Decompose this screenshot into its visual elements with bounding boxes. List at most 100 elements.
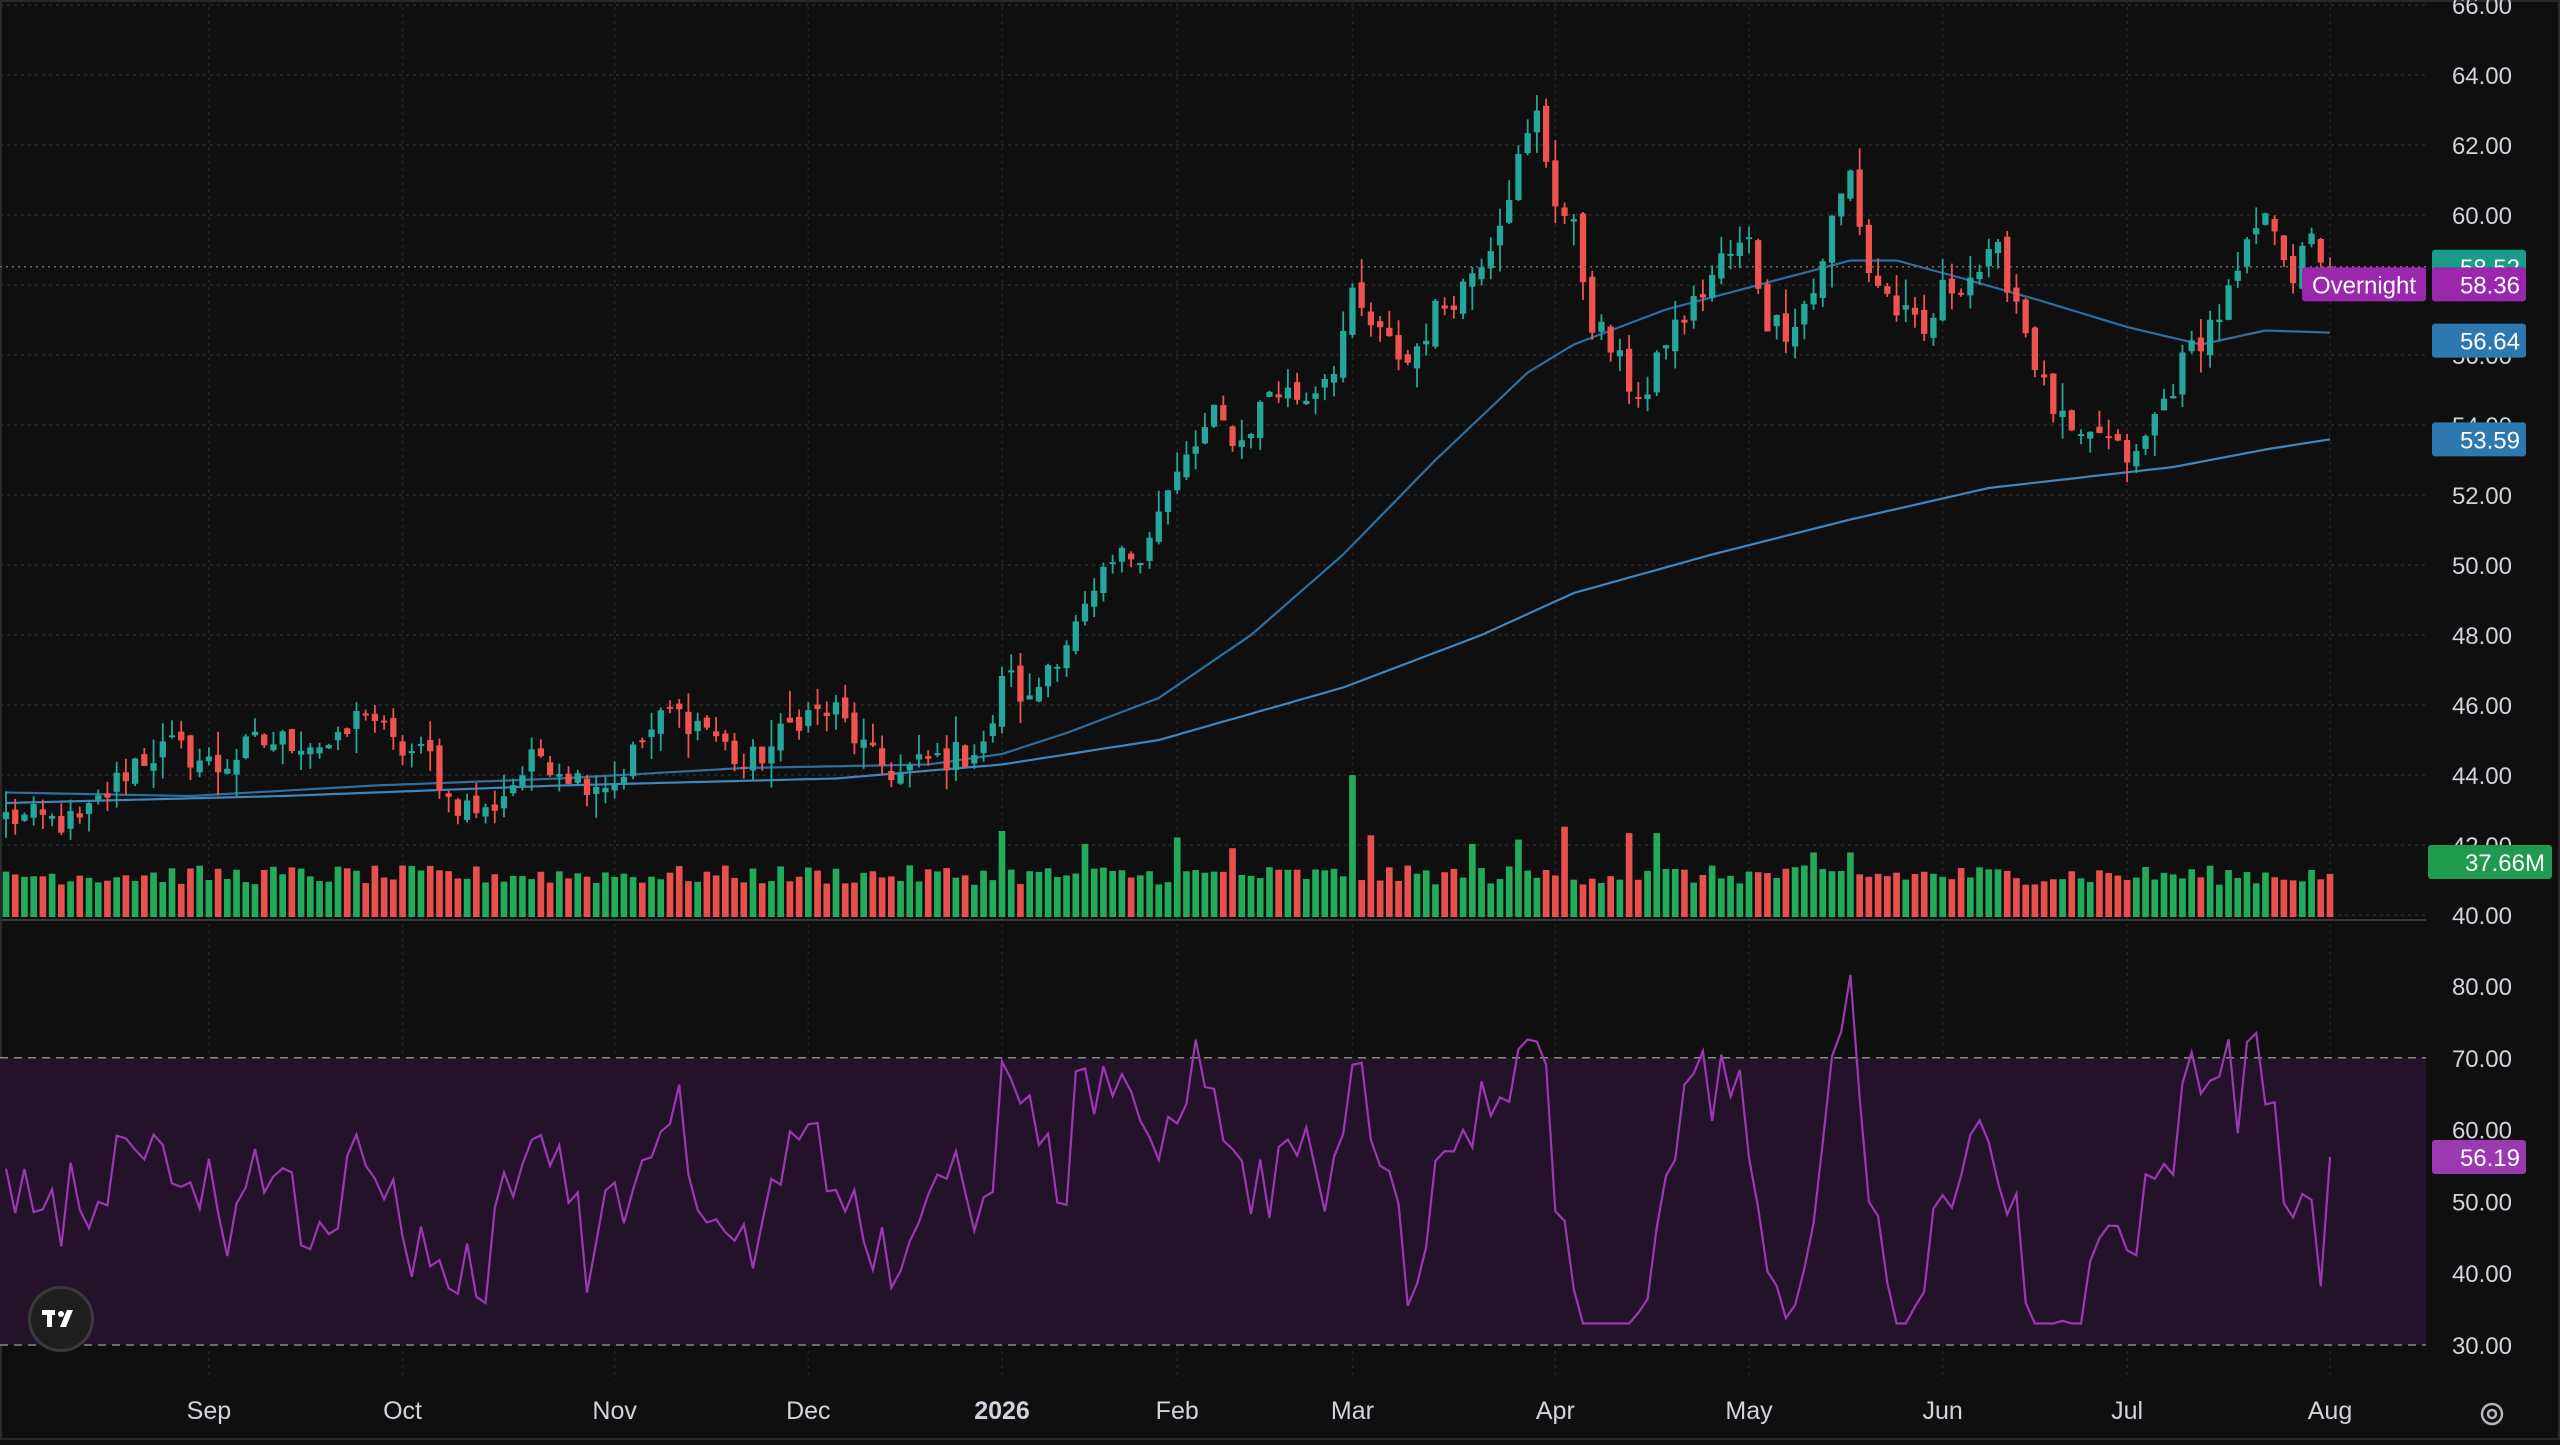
candle-body [1312, 393, 1319, 399]
candle-body [1579, 213, 1587, 283]
volume-bar [731, 877, 738, 917]
volume-bar [426, 865, 434, 917]
candle-body [1035, 686, 1043, 702]
candle-body [546, 762, 554, 776]
candle-body [574, 773, 581, 783]
candle-body [593, 786, 600, 794]
volume-bar [648, 876, 655, 917]
volume-bar [1902, 879, 1910, 917]
volume-bar [574, 873, 582, 917]
volume-bar [1957, 868, 1965, 917]
candle-body [1478, 267, 1485, 280]
volume-bar [399, 865, 406, 917]
volume-bar [454, 878, 462, 917]
volume-bar [583, 876, 591, 917]
rsi-badge[interactable]: 56.19 [2432, 1139, 2526, 1174]
candle-body [768, 746, 775, 764]
volume-bar [445, 871, 452, 917]
candle-body [657, 710, 664, 734]
candle-body [777, 723, 784, 751]
volume-bar [1588, 878, 1596, 917]
volume-bar [768, 881, 775, 917]
volume-bar [989, 880, 997, 917]
volume-bar [1367, 835, 1375, 917]
volume-bar [58, 884, 65, 917]
ma-short-badge[interactable]: 56.64 [2432, 323, 2526, 358]
candle-body [878, 748, 886, 766]
candle-body [1321, 378, 1328, 388]
volume-bar [629, 877, 637, 917]
volume-bar [1293, 869, 1301, 917]
overnight-badge[interactable]: Overnight 58.36 [2302, 267, 2526, 302]
candle-body [371, 713, 379, 722]
candle-body [205, 756, 213, 762]
candle-body [934, 753, 941, 756]
candle-body [224, 768, 231, 774]
volume-bar [288, 867, 296, 917]
candle-body [1708, 274, 1716, 298]
volume-bar [316, 881, 323, 917]
candle-body [712, 731, 720, 737]
volume-bar [187, 868, 194, 917]
volume-bar [1220, 871, 1227, 917]
volume-bar [1911, 874, 1919, 917]
candle-body [1893, 295, 1900, 316]
candle-body [2289, 256, 2297, 284]
candle-body [749, 746, 757, 771]
candle-body [1201, 427, 1209, 444]
candle-body [1257, 401, 1264, 439]
volume-bar [519, 876, 526, 917]
volume-bar [1496, 879, 1504, 917]
volume-bar [1155, 884, 1163, 917]
candle-body [1745, 237, 1753, 240]
candle-body [1330, 374, 1338, 383]
volume-bar [1072, 873, 1080, 917]
candle-body [1220, 405, 1227, 421]
volume-bar [1782, 868, 1790, 917]
volume-bar [1201, 872, 1209, 917]
volume-bar [1515, 839, 1522, 917]
overnight-price-text: 58.36 [2460, 272, 2520, 299]
volume-bar [897, 881, 904, 917]
volume-bar [150, 872, 157, 917]
price-tick-label: 52.00 [2452, 483, 2512, 510]
candle-body [805, 710, 812, 727]
candle-body [1496, 225, 1504, 246]
candle-body [602, 788, 609, 793]
price-tick-label: 48.00 [2452, 623, 2512, 650]
candle-body [1635, 397, 1642, 400]
volume-bar [980, 870, 987, 917]
volume-bar [2077, 878, 2085, 917]
volume-bar [1007, 869, 1015, 917]
volume-bar [915, 881, 923, 917]
candle-body [2040, 374, 2048, 378]
candle-body [1782, 313, 1790, 342]
volume-bar [814, 870, 821, 917]
volume-bar [491, 874, 499, 917]
ma-short-badge-text: 56.64 [2460, 329, 2520, 356]
volume-bar [242, 882, 250, 917]
gear-icon[interactable] [2472, 1394, 2512, 1434]
tradingview-logo-icon[interactable] [28, 1286, 94, 1352]
time-label: Oct [383, 1397, 422, 1425]
candle-body [2077, 434, 2085, 437]
candle-body [159, 741, 166, 758]
candle-body [1081, 603, 1089, 622]
candle-body [1607, 326, 1614, 353]
volume-bar [2317, 879, 2325, 917]
volume-bar [325, 881, 333, 917]
volume-bar [1413, 873, 1421, 917]
volume-bar [2105, 873, 2112, 917]
volume-badge[interactable]: 37.66M [2428, 845, 2552, 879]
candle-body [2197, 337, 2205, 352]
candle-body [842, 697, 849, 719]
volume-bar [1948, 879, 1956, 917]
candle-body [131, 758, 139, 784]
ma-long-badge[interactable]: 53.59 [2432, 422, 2526, 457]
candle-body [1155, 511, 1162, 542]
volume-bar [888, 876, 895, 917]
candle-body [233, 759, 240, 775]
volume-bar [832, 868, 840, 917]
